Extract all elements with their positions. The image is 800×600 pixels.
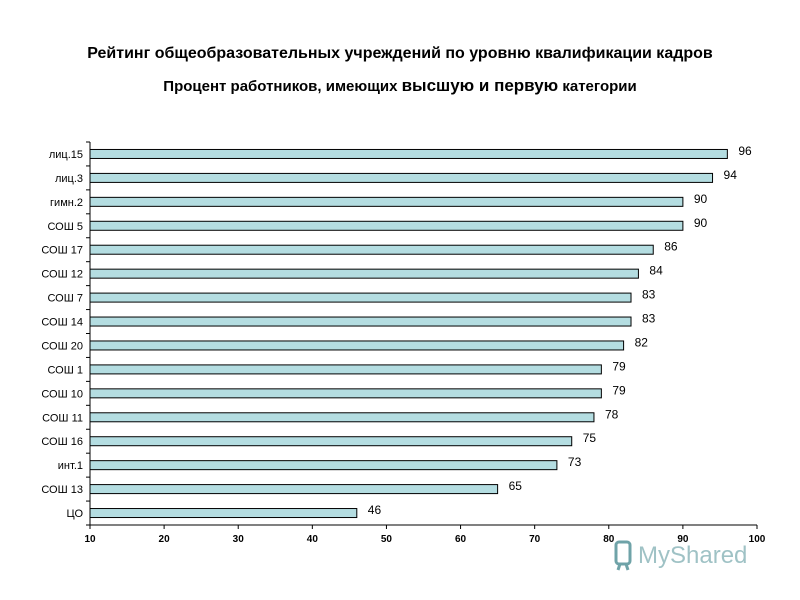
data-label: 94 [724, 168, 738, 182]
category-label: лиц.15 [49, 149, 83, 161]
data-label: 83 [642, 312, 656, 326]
bar [89, 508, 358, 519]
category-label: лиц.3 [55, 173, 83, 185]
x-tick-label: 50 [381, 534, 393, 545]
data-label: 73 [568, 455, 582, 469]
title-block: Рейтинг общеобразовательных учреждений п… [0, 44, 800, 96]
category-label: ЦО [67, 508, 84, 520]
category-label: СОШ 16 [41, 436, 83, 448]
category-label: гимн.2 [50, 197, 83, 209]
data-label: 83 [642, 288, 656, 302]
subtitle-part3: категории [558, 78, 637, 95]
x-tick-label: 100 [749, 534, 766, 545]
bar [89, 196, 684, 207]
data-label: 65 [509, 479, 523, 493]
bar [89, 388, 602, 399]
chart-subtitle: Процент работников, имеющих высшую и пер… [0, 76, 800, 96]
bar [89, 460, 558, 471]
category-label: СОШ 20 [41, 340, 83, 352]
data-label: 90 [694, 216, 708, 230]
bar [89, 316, 632, 327]
data-label: 86 [664, 240, 678, 254]
category-label: СОШ 12 [41, 269, 83, 281]
x-tick-label: 10 [84, 534, 96, 545]
subtitle-emphasis: высшую и первую [401, 76, 559, 95]
subtitle-part1: Процент работников, имеющих [163, 78, 402, 95]
data-label: 96 [738, 144, 752, 158]
bar [89, 340, 625, 351]
x-tick-label: 20 [159, 534, 171, 545]
bar [89, 220, 684, 231]
bar [89, 244, 654, 255]
data-label: 46 [368, 503, 382, 517]
x-tick-label: 90 [677, 534, 689, 545]
chart-title: Рейтинг общеобразовательных учреждений п… [87, 45, 713, 62]
bar [89, 148, 728, 159]
x-tick-label: 30 [233, 534, 245, 545]
data-label: 78 [605, 407, 619, 421]
bar [89, 172, 714, 183]
bar [89, 436, 573, 447]
watermark-logo: MyShared [614, 540, 747, 571]
watermark-text: MyShared [638, 542, 747, 569]
category-label: СОШ 7 [47, 293, 83, 305]
watermark-icon [614, 540, 632, 566]
bar [89, 412, 595, 423]
category-label: СОШ 1 [47, 364, 83, 376]
data-label: 90 [694, 192, 708, 206]
category-label: СОШ 5 [47, 221, 83, 233]
category-label: СОШ 13 [41, 484, 83, 496]
x-tick-label: 80 [603, 534, 615, 545]
bar [89, 484, 499, 495]
category-label: инт.1 [58, 460, 83, 472]
bar [89, 292, 632, 303]
category-label: СОШ 11 [42, 412, 83, 424]
data-label: 75 [583, 431, 597, 445]
category-label: СОШ 10 [41, 388, 83, 400]
bar [89, 268, 639, 279]
x-tick-label: 40 [307, 534, 319, 545]
category-label: СОШ 14 [41, 317, 83, 329]
bar [89, 364, 602, 375]
data-label: 79 [612, 383, 626, 397]
data-label: 84 [649, 264, 663, 278]
category-label: СОШ 17 [41, 245, 83, 257]
data-label: 79 [612, 359, 626, 373]
data-label: 82 [635, 335, 649, 349]
x-tick-label: 60 [455, 534, 467, 545]
x-tick-label: 70 [529, 534, 541, 545]
